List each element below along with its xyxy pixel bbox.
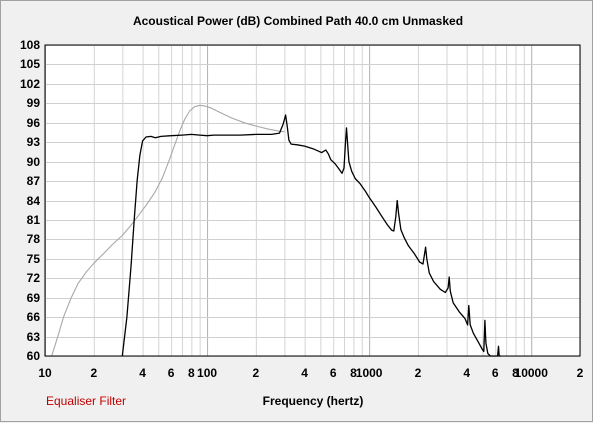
y-tick-label: 66 xyxy=(27,310,41,324)
x-tick-label: 10 xyxy=(38,366,52,380)
x-tick-label: 6 xyxy=(492,366,499,380)
x-tick-label: 4 xyxy=(463,366,470,380)
x-tick-label: 4 xyxy=(301,366,308,380)
y-tick-label: 90 xyxy=(27,155,41,169)
y-tick-label: 84 xyxy=(27,194,41,208)
y-tick-label: 75 xyxy=(27,252,41,266)
plot-border xyxy=(44,44,581,357)
chart-title: Acoustical Power (dB) Combined Path 40.0… xyxy=(133,14,463,28)
y-tick-label: 78 xyxy=(27,232,41,246)
x-tick-label: 6 xyxy=(168,366,175,380)
y-tick-label: 96 xyxy=(27,116,41,130)
y-tick-label: 72 xyxy=(27,271,41,285)
y-tick-label: 69 xyxy=(27,291,41,305)
y-tick-label: 108 xyxy=(20,38,40,52)
x-tick-label: 10000 xyxy=(515,366,549,380)
y-tick-label: 93 xyxy=(27,135,41,149)
y-tick-label: 81 xyxy=(27,213,41,227)
x-tick-label: 4 xyxy=(139,366,146,380)
y-tick-label: 63 xyxy=(27,330,41,344)
x-tick-label: 2 xyxy=(577,366,584,380)
x-axis-label: Frequency (hertz) xyxy=(263,394,364,408)
x-tick-label: 2 xyxy=(90,366,97,380)
y-axis-ticks: 60 63 66 69 72 75 78 81 84 87 90 93 96 99 102 105 108 xyxy=(20,38,40,363)
x-tick-label: 1000 xyxy=(356,366,383,380)
series-line-combined xyxy=(121,114,501,357)
y-tick-label: 105 xyxy=(20,57,40,71)
y-tick-label: 102 xyxy=(20,77,40,91)
plot-area xyxy=(45,45,580,356)
x-tick-label: 8 xyxy=(512,366,519,380)
y-tick-label: 87 xyxy=(27,174,41,188)
y-tick-label: 99 xyxy=(27,96,41,110)
y-tick-label: 60 xyxy=(27,349,41,363)
series-layer xyxy=(51,104,501,357)
x-tick-label: 6 xyxy=(330,366,337,380)
x-tick-label: 2 xyxy=(415,366,422,380)
x-tick-label: 2 xyxy=(253,366,260,380)
series-line-reference xyxy=(51,104,285,357)
x-tick-label: 8 xyxy=(350,366,357,380)
x-tick-label: 100 xyxy=(197,366,217,380)
x-tick-label: 8 xyxy=(188,366,195,380)
equaliser-filter-label[interactable]: Equaliser Filter xyxy=(46,394,126,408)
